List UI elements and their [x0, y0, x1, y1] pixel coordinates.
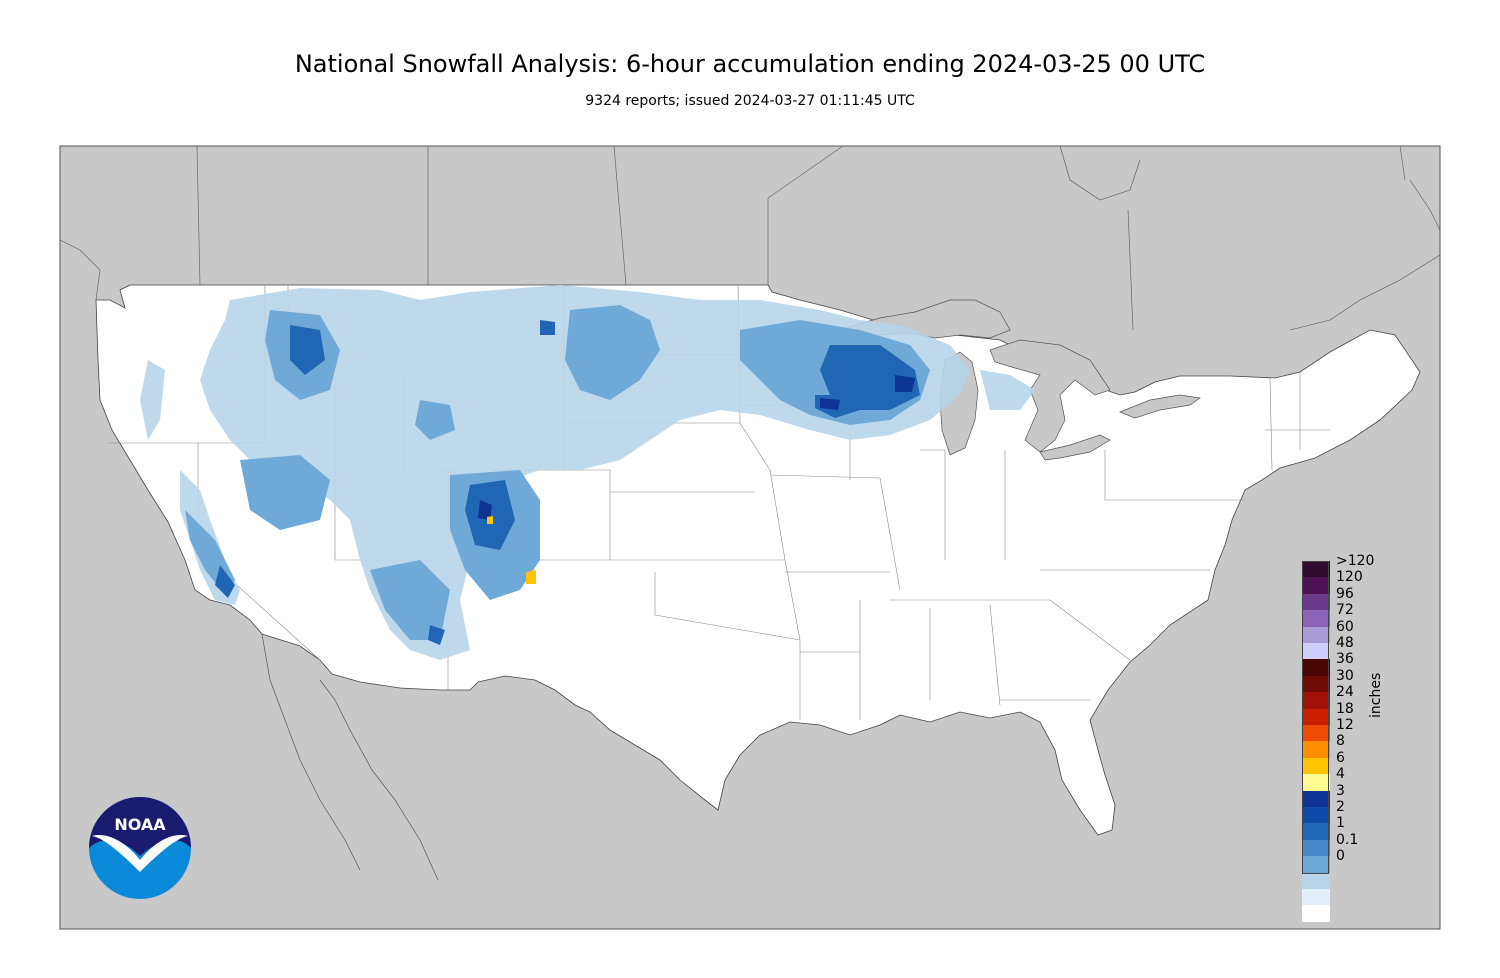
legend-swatch	[1302, 790, 1330, 808]
legend-units: inches	[1368, 672, 1384, 718]
legend-tick-label: 4	[1336, 766, 1345, 783]
legend-tick-label: 96	[1336, 585, 1354, 602]
coastline-details	[59, 145, 1441, 331]
legend-tick-label: 2	[1336, 799, 1345, 815]
legend-tick-label: 1	[1336, 815, 1345, 832]
legend-tick-label: 60	[1336, 618, 1354, 635]
legend-tick-label: 12	[1336, 717, 1354, 733]
legend-swatch	[1302, 872, 1330, 890]
legend-swatch	[1302, 659, 1330, 677]
legend-swatch	[1302, 675, 1330, 693]
legend-swatch	[1302, 757, 1330, 775]
legend-tick-label: 30	[1336, 667, 1354, 684]
legend-tick-label: 48	[1336, 635, 1354, 651]
legend-tick-label: 6	[1336, 749, 1345, 766]
neighbor-borders	[196, 145, 1406, 331]
legend-tick-label: 3	[1336, 782, 1345, 799]
legend-tick-label: >120	[1336, 553, 1375, 569]
legend-swatch	[1302, 905, 1330, 923]
legend-swatch	[1302, 725, 1330, 742]
legend-swatch	[1302, 561, 1330, 578]
legend-swatch	[1302, 577, 1330, 595]
legend-tick-label: 24	[1336, 684, 1354, 701]
legend-swatch	[1302, 774, 1330, 792]
page-subtitle: 9324 reports; issued 2024-03-27 01:11:45…	[585, 93, 915, 109]
legend-swatch	[1302, 856, 1330, 874]
legend-swatch	[1302, 643, 1330, 660]
legend-tick-label: 120	[1336, 569, 1363, 586]
legend-swatch	[1302, 610, 1330, 628]
legend-swatch	[1302, 626, 1330, 644]
logo-text: NOAA	[114, 815, 166, 834]
page-title: National Snowfall Analysis: 6-hour accum…	[294, 50, 1206, 78]
legend-swatch	[1302, 807, 1330, 824]
legend-tick-label: 36	[1336, 651, 1354, 668]
legend-swatch	[1302, 692, 1330, 710]
legend-swatch	[1302, 823, 1330, 841]
noaa-logo-icon: NOAA	[89, 797, 191, 899]
baja-coast	[261, 633, 439, 881]
legend-swatch	[1302, 708, 1330, 726]
legend-tick-label: 0.1	[1336, 831, 1359, 848]
legend-swatch	[1302, 741, 1330, 759]
legend-swatch	[1302, 593, 1330, 611]
legend-tick-label: 18	[1336, 700, 1354, 717]
snowfall-shading	[140, 285, 1035, 660]
legend-tick-label: 8	[1336, 733, 1345, 750]
legend-swatch	[1302, 889, 1330, 906]
legend-tick-label: 0	[1336, 848, 1345, 865]
legend-tick-label: 72	[1336, 602, 1354, 619]
legend-swatch	[1302, 839, 1330, 857]
